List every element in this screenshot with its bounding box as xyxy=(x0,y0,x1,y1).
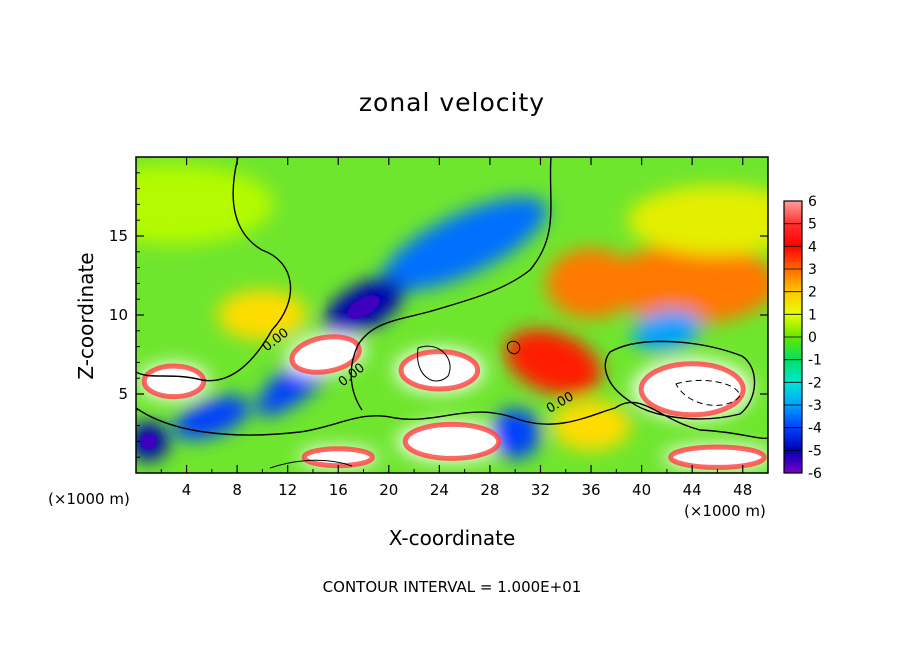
field-blob xyxy=(490,408,541,459)
field-blob xyxy=(546,248,637,319)
contour-dashed xyxy=(675,379,741,406)
y-axis: 5 10 15 xyxy=(109,172,768,458)
x-axis-label: X-coordinate xyxy=(388,526,516,550)
colorbar-label: -1 xyxy=(808,353,822,369)
x-tick-label: 40 xyxy=(632,481,651,499)
contour-bottom-inner xyxy=(269,459,353,469)
field-blob xyxy=(173,395,250,440)
contour-ring-right xyxy=(604,340,756,420)
colorbar-label: 3 xyxy=(808,262,817,278)
zero-contour-mid xyxy=(350,157,552,411)
zero-contour-left xyxy=(136,157,292,382)
colorbar-segment xyxy=(784,337,802,361)
colorbar-label: 5 xyxy=(808,217,817,233)
colorbar-segment xyxy=(784,405,802,429)
colorbar-label: -6 xyxy=(808,466,822,482)
colorbar-label: 4 xyxy=(808,239,817,255)
x-unit-label-right: (×1000 m) xyxy=(684,502,766,520)
colorbar-label: 6 xyxy=(808,194,817,210)
field-blob xyxy=(551,400,632,451)
colorbar-segment xyxy=(784,382,802,406)
core-blob xyxy=(347,295,380,319)
colorbar-label: 2 xyxy=(808,285,817,301)
field-blob xyxy=(627,185,768,256)
colorbar-segment xyxy=(784,359,802,383)
field-blob xyxy=(217,290,308,340)
chart-title: zonal velocity xyxy=(358,88,546,117)
x-tick-label: 20 xyxy=(379,481,398,499)
x-unit-label-left: (×1000 m) xyxy=(48,490,130,508)
x-tick-label: 12 xyxy=(278,481,297,499)
x-tick-label: 8 xyxy=(232,481,242,499)
heatmap-field: 0.000.000.00 xyxy=(136,157,768,473)
colorbar: 6 5 4 3 2 1 0 -1 -2 -3 -4 -5 -6 xyxy=(783,194,822,482)
x-tick-label: 28 xyxy=(480,481,499,499)
x-tick-label: 32 xyxy=(531,481,550,499)
core-blob xyxy=(638,361,746,418)
core-blob xyxy=(398,349,481,392)
y-axis-label: Z-coordinate xyxy=(74,252,98,380)
colorbar-label: -5 xyxy=(808,443,822,459)
colorbar-segment xyxy=(784,201,802,225)
colorbar-segment xyxy=(784,246,802,270)
core-blob xyxy=(141,363,207,400)
contour-small-1 xyxy=(506,340,521,355)
core-blob xyxy=(402,421,502,461)
core-blob xyxy=(289,334,362,375)
core-blob xyxy=(301,446,375,469)
x-tick-label: 24 xyxy=(430,481,449,499)
field-blob xyxy=(505,329,602,396)
zero-contour-bottom xyxy=(136,401,768,440)
y-tick-label: 10 xyxy=(109,306,128,324)
colorbar-segment xyxy=(784,223,802,247)
x-tick-label: 48 xyxy=(733,481,752,499)
x-axis: 4 8 12 16 20 24 28 32 36 40 44 48 xyxy=(160,157,752,499)
x-tick-label: 44 xyxy=(683,481,702,499)
x-tick-label: 16 xyxy=(329,481,348,499)
colorbar-label: 1 xyxy=(808,307,817,323)
x-tick-label: 36 xyxy=(581,481,600,499)
colorbar-segment xyxy=(784,427,802,451)
x-tick-label: 4 xyxy=(182,481,192,499)
y-tick-label: 15 xyxy=(109,227,128,245)
field-blob xyxy=(382,197,548,291)
contour-ring-center xyxy=(417,345,451,382)
y-tick-label: 5 xyxy=(118,385,128,403)
contour-interval: CONTOUR INTERVAL = 1.000E+01 xyxy=(322,578,582,596)
colorbar-segment xyxy=(784,269,802,293)
colorbar-label: -4 xyxy=(808,421,822,437)
colorbar-segment xyxy=(784,291,802,315)
core-blob xyxy=(668,444,767,470)
colorbar-label: -2 xyxy=(808,375,822,391)
colorbar-segment xyxy=(784,450,802,474)
colorbar-segment xyxy=(784,314,802,338)
field-blob xyxy=(607,243,768,324)
colorbar-label: 0 xyxy=(808,330,817,346)
colorbar-label: -3 xyxy=(808,398,822,414)
core-blob xyxy=(140,433,157,450)
